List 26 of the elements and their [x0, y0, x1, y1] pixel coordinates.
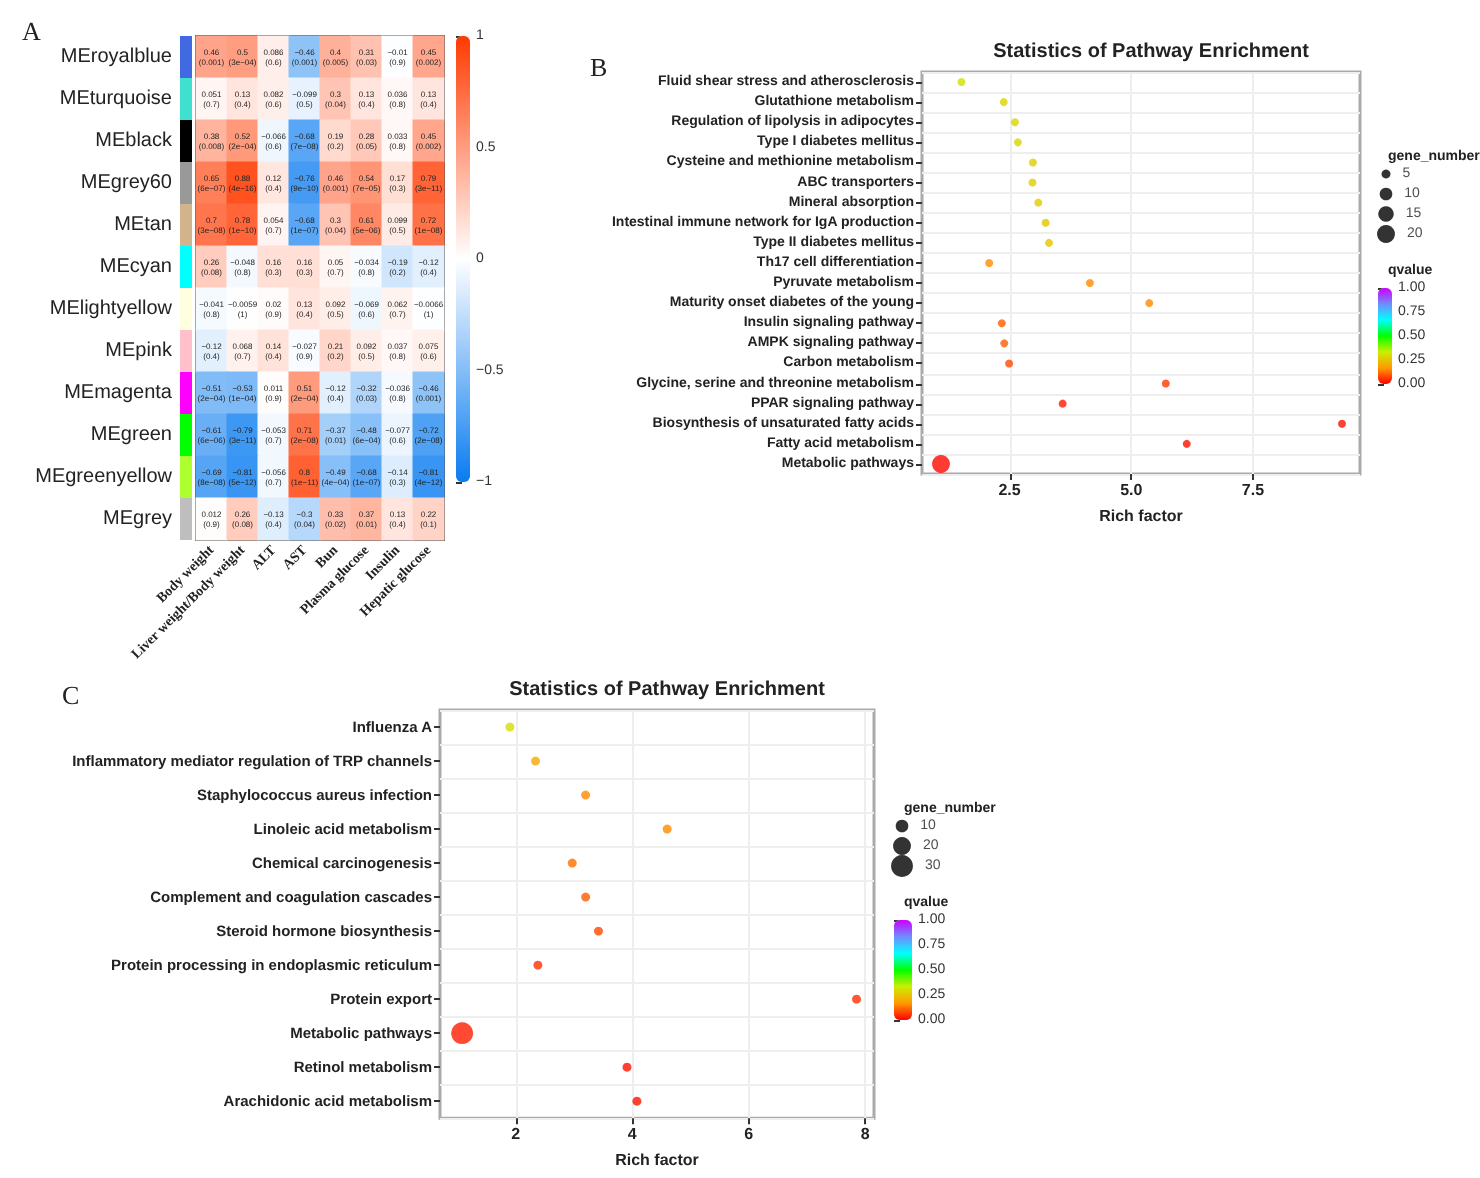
x-axis-title: Rich factor	[615, 1151, 699, 1169]
y-tick-label: MEtan	[114, 214, 172, 236]
y-tick-label: MEblack	[95, 130, 174, 152]
text: A	[22, 16, 42, 46]
text: B	[590, 52, 608, 82]
y-tick-label: MEgreenyellow	[35, 466, 174, 488]
x-tick-label: 5.0	[1120, 481, 1144, 499]
y-tick-label: MEcyan	[99, 256, 172, 278]
x-tick-label: 2.5	[998, 481, 1022, 499]
x-tick-label: 4	[627, 1125, 638, 1144]
y-tick-label: MEgreen	[90, 424, 172, 446]
x-axis-title: Rich factor	[1099, 506, 1183, 525]
x-tick-label: 2	[511, 1125, 522, 1144]
y-tick-label: MEturquoise	[59, 88, 173, 110]
chart-title: Statistics of Pathway Enrichment	[993, 41, 1311, 63]
x-tick-label: 8	[860, 1125, 871, 1144]
x-tick-label: 6	[744, 1125, 755, 1144]
x-tick-label: 7.5	[1241, 481, 1266, 499]
chart-title: Statistics of Pathway Enrichment	[509, 679, 827, 701]
y-tick-label: MElightyellow	[49, 298, 174, 320]
y-tick-label: MEroyalblue	[60, 46, 173, 68]
y-tick-label: MEgrey	[103, 508, 172, 530]
y-tick-label: MEmagenta	[64, 382, 173, 404]
y-tick-label: MEgrey60	[80, 172, 173, 194]
text: C	[62, 680, 80, 710]
y-tick-label: MEpink	[105, 340, 174, 362]
